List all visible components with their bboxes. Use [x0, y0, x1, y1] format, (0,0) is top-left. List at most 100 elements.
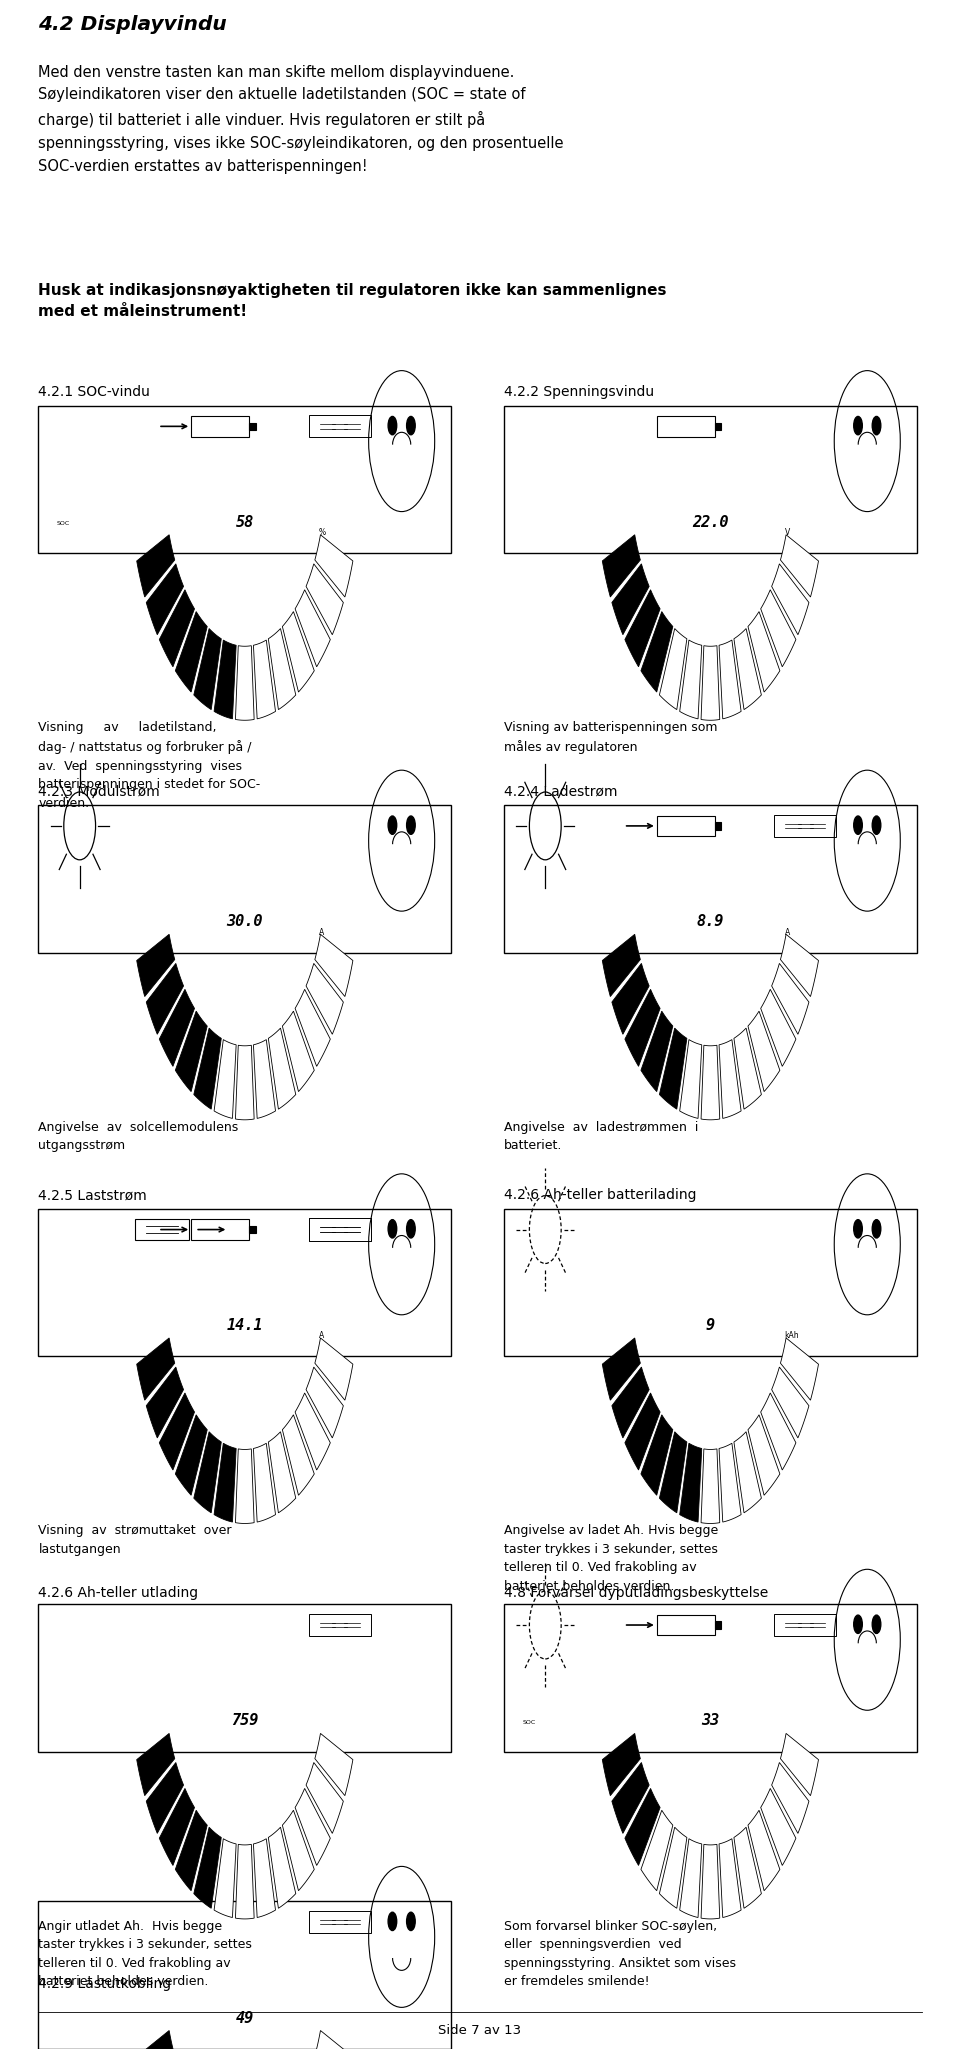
- Polygon shape: [641, 1010, 673, 1092]
- Polygon shape: [602, 535, 640, 596]
- Polygon shape: [719, 1039, 741, 1119]
- Polygon shape: [760, 990, 796, 1065]
- FancyBboxPatch shape: [249, 422, 256, 430]
- FancyBboxPatch shape: [714, 822, 722, 830]
- Polygon shape: [660, 629, 686, 709]
- Polygon shape: [625, 590, 660, 666]
- Polygon shape: [269, 1828, 296, 1908]
- Text: 4.2.4 Ladestrøm: 4.2.4 Ladestrøm: [504, 785, 617, 799]
- Circle shape: [407, 816, 416, 834]
- Polygon shape: [701, 1449, 720, 1524]
- FancyBboxPatch shape: [657, 416, 714, 436]
- Polygon shape: [734, 629, 761, 709]
- Text: 9: 9: [706, 1318, 715, 1334]
- Text: 30.0: 30.0: [227, 914, 263, 930]
- Polygon shape: [176, 1414, 207, 1496]
- Polygon shape: [146, 963, 183, 1035]
- FancyBboxPatch shape: [38, 1604, 451, 1752]
- Polygon shape: [253, 1442, 276, 1522]
- Polygon shape: [719, 639, 741, 719]
- Text: SOC: SOC: [522, 1719, 536, 1725]
- Text: Angivelse  av  ladestrømmen  i
batteriet.: Angivelse av ladestrømmen i batteriet.: [504, 1121, 698, 1152]
- Text: Husk at indikasjonsnøyaktigheten til regulatoren ikke kan sammenlignes
med et må: Husk at indikasjonsnøyaktigheten til reg…: [38, 283, 667, 320]
- Text: 4.2.2 Spenningsvindu: 4.2.2 Spenningsvindu: [504, 385, 654, 400]
- Polygon shape: [780, 1733, 819, 1795]
- Polygon shape: [748, 1010, 780, 1092]
- Polygon shape: [214, 1442, 236, 1522]
- FancyBboxPatch shape: [38, 1209, 451, 1356]
- Polygon shape: [660, 1432, 686, 1512]
- Circle shape: [853, 816, 862, 834]
- Polygon shape: [748, 1809, 780, 1891]
- Circle shape: [388, 416, 396, 434]
- Polygon shape: [146, 563, 183, 635]
- Polygon shape: [602, 1338, 640, 1399]
- Text: 22.0: 22.0: [692, 514, 729, 531]
- Polygon shape: [269, 1029, 296, 1109]
- Polygon shape: [760, 1393, 796, 1469]
- Text: 58: 58: [235, 514, 254, 531]
- Circle shape: [853, 1219, 862, 1238]
- Polygon shape: [612, 563, 649, 635]
- Polygon shape: [295, 990, 330, 1065]
- Polygon shape: [235, 645, 254, 721]
- FancyBboxPatch shape: [657, 1615, 714, 1635]
- Polygon shape: [701, 1844, 720, 1920]
- Polygon shape: [748, 611, 780, 693]
- Polygon shape: [159, 1393, 195, 1469]
- Polygon shape: [680, 1838, 702, 1918]
- Polygon shape: [612, 1367, 649, 1438]
- Polygon shape: [136, 2031, 175, 2049]
- Circle shape: [407, 1219, 416, 1238]
- Polygon shape: [159, 590, 195, 666]
- Polygon shape: [625, 1789, 660, 1865]
- Text: A: A: [784, 928, 790, 936]
- Polygon shape: [253, 1039, 276, 1119]
- Text: Visning  av  strømuttaket  over
lastutgangen: Visning av strømuttaket over lastutgange…: [38, 1524, 232, 1555]
- FancyBboxPatch shape: [135, 1219, 189, 1240]
- Polygon shape: [269, 1432, 296, 1512]
- Polygon shape: [306, 1762, 344, 1834]
- Text: 14.1: 14.1: [227, 1318, 263, 1334]
- Circle shape: [853, 416, 862, 434]
- Text: 4.2 Displayvindu: 4.2 Displayvindu: [38, 14, 228, 35]
- Polygon shape: [194, 1029, 221, 1109]
- FancyBboxPatch shape: [309, 1615, 371, 1635]
- Polygon shape: [748, 1414, 780, 1496]
- FancyBboxPatch shape: [38, 1901, 451, 2049]
- Polygon shape: [680, 639, 702, 719]
- Text: 49: 49: [235, 2010, 254, 2026]
- Polygon shape: [612, 963, 649, 1035]
- Text: Som forvarsel blinker SOC-søylen,
eller  spenningsverdien  ved
spenningsstyring.: Som forvarsel blinker SOC-søylen, eller …: [504, 1920, 736, 1988]
- Circle shape: [873, 1615, 881, 1633]
- Polygon shape: [136, 934, 175, 996]
- Polygon shape: [235, 1844, 254, 1920]
- Text: 4.2.9 Lastutkobling: 4.2.9 Lastutkobling: [38, 1977, 172, 1992]
- Polygon shape: [295, 1393, 330, 1469]
- Polygon shape: [282, 611, 314, 693]
- Polygon shape: [760, 590, 796, 666]
- Polygon shape: [176, 1010, 207, 1092]
- FancyBboxPatch shape: [38, 406, 451, 553]
- FancyBboxPatch shape: [191, 416, 249, 436]
- Polygon shape: [734, 1828, 761, 1908]
- Circle shape: [388, 1912, 396, 1930]
- Polygon shape: [253, 639, 276, 719]
- FancyBboxPatch shape: [309, 1219, 371, 1240]
- FancyBboxPatch shape: [714, 1621, 722, 1629]
- Circle shape: [407, 416, 416, 434]
- FancyBboxPatch shape: [38, 805, 451, 953]
- Polygon shape: [772, 1367, 809, 1438]
- Polygon shape: [315, 2031, 353, 2049]
- Polygon shape: [214, 639, 236, 719]
- FancyBboxPatch shape: [775, 816, 836, 836]
- Polygon shape: [235, 1449, 254, 1524]
- Polygon shape: [760, 1789, 796, 1865]
- Polygon shape: [253, 1838, 276, 1918]
- Polygon shape: [660, 1029, 686, 1109]
- Text: Med den venstre tasten kan man skifte mellom displayvinduene.
Søyleindikatoren v: Med den venstre tasten kan man skifte me…: [38, 64, 564, 174]
- Text: 4.2.5 Laststrøm: 4.2.5 Laststrøm: [38, 1188, 147, 1203]
- Text: Angivelse av ladet Ah. Hvis begge
taster trykkes i 3 sekunder, settes
telleren t: Angivelse av ladet Ah. Hvis begge taster…: [504, 1524, 718, 1592]
- FancyBboxPatch shape: [309, 1219, 371, 1240]
- Polygon shape: [780, 535, 819, 596]
